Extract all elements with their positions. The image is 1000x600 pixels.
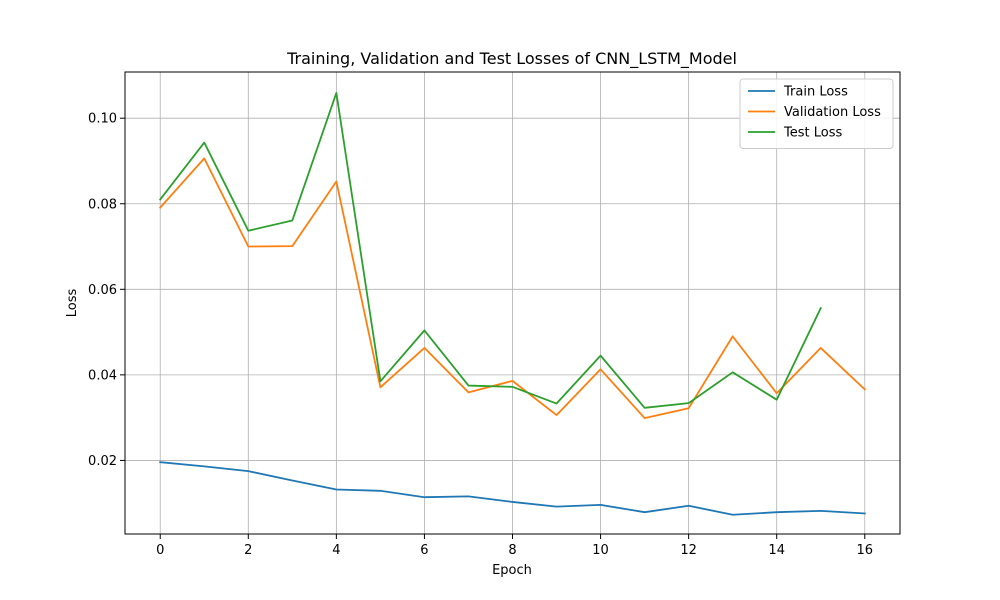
x-tick-label: 14 — [768, 543, 785, 558]
y-tick-label: 0.06 — [88, 283, 117, 298]
y-axis-label: Loss — [65, 289, 80, 318]
x-tick-label: 8 — [508, 543, 516, 558]
series-line-train-loss — [159, 461, 866, 516]
x-tick-label: 2 — [244, 543, 252, 558]
y-tick-label: 0.10 — [88, 112, 117, 127]
legend-label: Test Loss — [783, 126, 842, 141]
series-line-validation-loss — [158, 157, 867, 419]
legend-label: Train Loss — [783, 85, 848, 100]
series-line-test-loss — [158, 92, 822, 409]
x-tick-label: 4 — [332, 543, 340, 558]
y-tick-label: 0.02 — [88, 454, 117, 469]
x-tick-label: 0 — [156, 543, 164, 558]
x-axis-label: Epoch — [492, 563, 532, 578]
x-tick-label: 16 — [856, 543, 873, 558]
legend-label: Validation Loss — [784, 105, 881, 120]
chart-title: Training, Validation and Test Losses of … — [286, 49, 737, 69]
x-tick-label: 10 — [592, 543, 609, 558]
y-tick-label: 0.04 — [88, 368, 117, 383]
axis-ticks: 0 2 4 6 8 10 12 14 16 0.02 0.04 0.06 0.08 0.10 — [88, 112, 873, 558]
y-tick-label: 0.08 — [88, 197, 117, 212]
x-tick-label: 12 — [680, 543, 697, 558]
series-lines — [158, 92, 867, 516]
x-tick-label: 6 — [420, 543, 428, 558]
legend: Train Loss Validation Loss Test Loss — [739, 78, 894, 149]
legend-box — [739, 78, 894, 149]
